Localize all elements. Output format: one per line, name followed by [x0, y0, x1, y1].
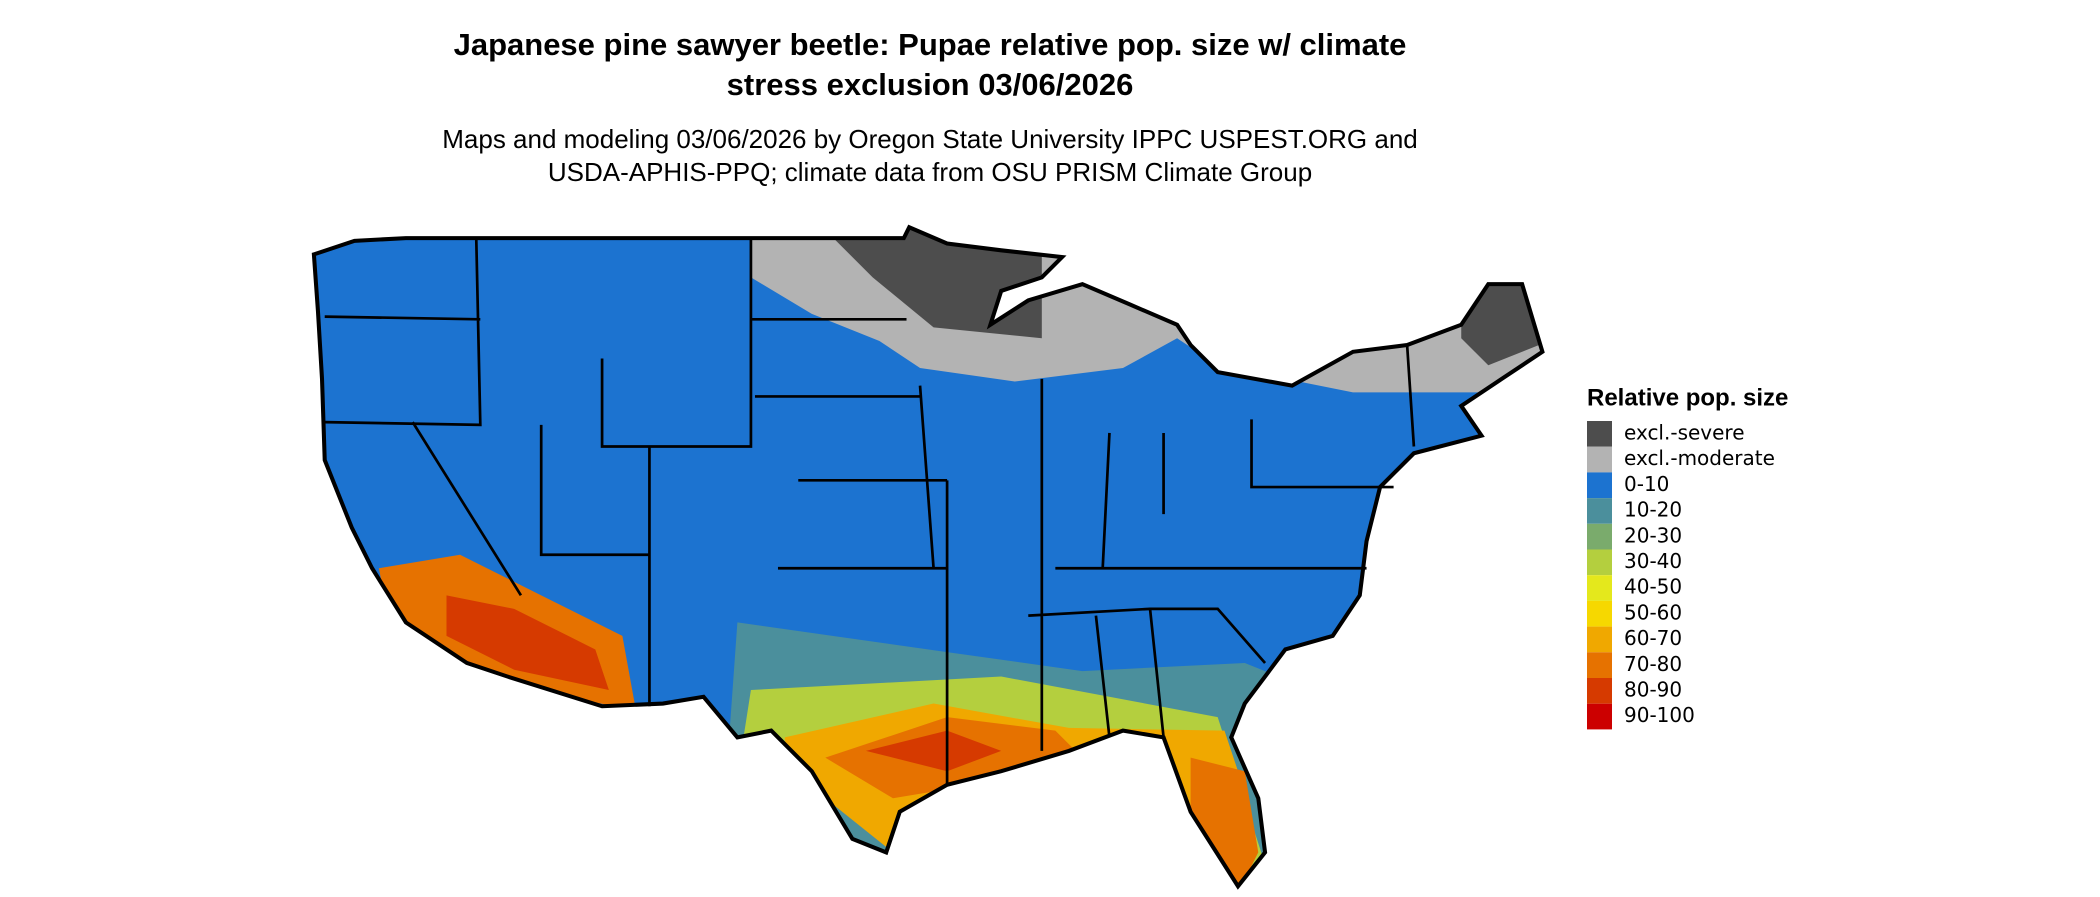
legend-title: Relative pop. size [1587, 384, 1788, 411]
state-lines [324, 238, 1416, 785]
map [271, 216, 1570, 892]
legend-label: 20-30 [1624, 523, 1682, 547]
legend-label: 30-40 [1624, 549, 1682, 573]
legend-label: 80-90 [1624, 678, 1682, 702]
title-line: Japanese pine sawyer beetle: Pupae relat… [454, 27, 1407, 62]
legend-label: 10-20 [1624, 498, 1682, 522]
legend-swatch [1587, 421, 1612, 447]
legend-swatch [1587, 575, 1612, 601]
title-line: stress exclusion 03/06/2026 [727, 67, 1134, 102]
legend-swatch [1587, 703, 1612, 730]
legend-swatch [1587, 600, 1612, 627]
legend-swatch [1587, 472, 1612, 499]
subtitle-line: Maps and modeling 03/06/2026 by Oregon S… [442, 124, 1418, 154]
region [865, 730, 1002, 772]
region [1190, 757, 1259, 887]
legend-swatch [1587, 626, 1612, 653]
subtitle-line: USDA-APHIS-PPQ; climate data from OSU PR… [548, 157, 1312, 187]
legend-label: 70-80 [1624, 652, 1682, 676]
legend-label: 0-10 [1624, 472, 1669, 496]
legend-label: excl.-severe [1624, 421, 1745, 445]
legend-swatch [1587, 498, 1612, 524]
legend-label: 60-70 [1624, 626, 1682, 650]
legend-swatch [1587, 652, 1612, 678]
region [446, 595, 609, 691]
legend-swatch [1587, 678, 1612, 704]
legend-label: excl.-moderate [1624, 446, 1775, 470]
legend-label: 90-100 [1624, 703, 1695, 727]
legend-swatch [1587, 549, 1612, 576]
legend-swatch [1587, 523, 1612, 550]
legend-swatch [1587, 446, 1612, 473]
legend: excl.-severeexcl.-moderate0-1010-2020-30… [1587, 421, 1775, 730]
legend-label: 40-50 [1624, 575, 1682, 599]
legend-label: 50-60 [1624, 600, 1682, 624]
